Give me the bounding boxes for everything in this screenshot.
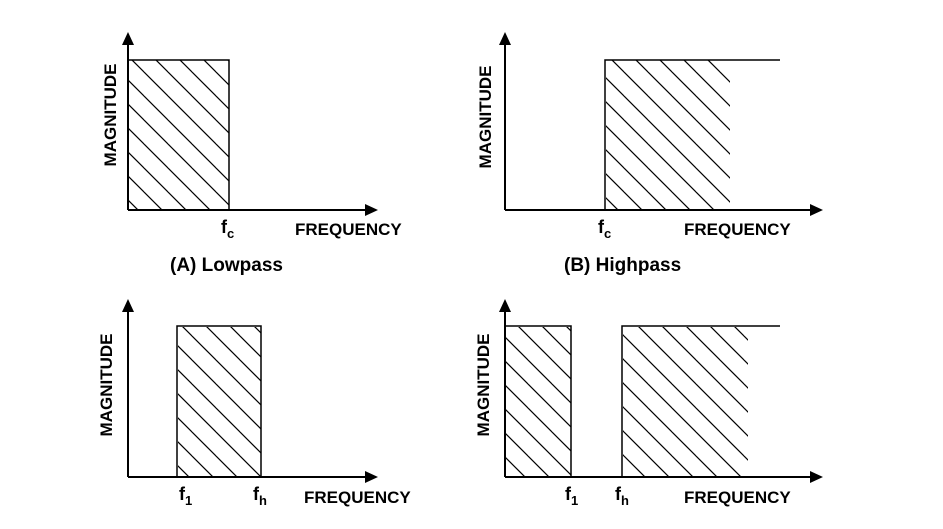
lowpass-y-arrow-icon [122, 32, 134, 45]
lowpass-caption: (A) Lowpass [170, 255, 283, 276]
bandpass-panel: MAGNITUDE f1 fh FREQUENCY [97, 299, 411, 508]
highpass-x-label: FREQUENCY [684, 220, 791, 239]
highpass-caption: (B) Highpass [564, 255, 681, 276]
bandstop-panel: MAGNITUDE f1 fh FREQUENCY [474, 299, 823, 508]
bandpass-y-arrow-icon [122, 299, 134, 312]
lowpass-panel: MAGNITUDE fc FREQUENCY (A) Lowpass [101, 32, 402, 276]
bandpass-band-outline [176, 325, 262, 477]
bandstop-x-label: FREQUENCY [684, 488, 791, 507]
bandstop-x-arrow-icon [810, 471, 823, 483]
lowpass-passband [129, 60, 229, 210]
highpass-band-outline [604, 59, 780, 210]
bandpass-tick-fh: fh [253, 484, 267, 508]
lowpass-x-label: FREQUENCY [295, 220, 402, 239]
lowpass-tick-fc: fc [221, 217, 234, 241]
lowpass-x-arrow-icon [365, 204, 378, 216]
bandpass-x-label: FREQUENCY [304, 488, 411, 507]
lowpass-y-label: MAGNITUDE [101, 64, 120, 167]
bandpass-passband [178, 327, 261, 477]
highpass-panel: MAGNITUDE fc FREQUENCY (B) Highpass [476, 32, 823, 276]
bandstop-tick-fh: fh [615, 484, 629, 508]
highpass-passband [606, 60, 730, 210]
bandstop-y-arrow-icon [499, 299, 511, 312]
highpass-x-arrow-icon [810, 204, 823, 216]
bandstop-y-label: MAGNITUDE [474, 334, 493, 437]
bandstop-lower-band [506, 327, 571, 477]
highpass-y-label: MAGNITUDE [476, 66, 495, 169]
lowpass-band-outline [128, 59, 230, 210]
bandpass-tick-f1: f1 [179, 484, 192, 508]
bandstop-upper-outline [621, 325, 780, 477]
bandpass-y-label: MAGNITUDE [97, 334, 116, 437]
bandpass-x-arrow-icon [365, 471, 378, 483]
bandstop-tick-f1: f1 [565, 484, 578, 508]
bandstop-upper-band [623, 327, 748, 477]
bandstop-lower-outline [505, 325, 572, 477]
highpass-y-arrow-icon [499, 32, 511, 45]
highpass-tick-fc: fc [598, 217, 611, 241]
